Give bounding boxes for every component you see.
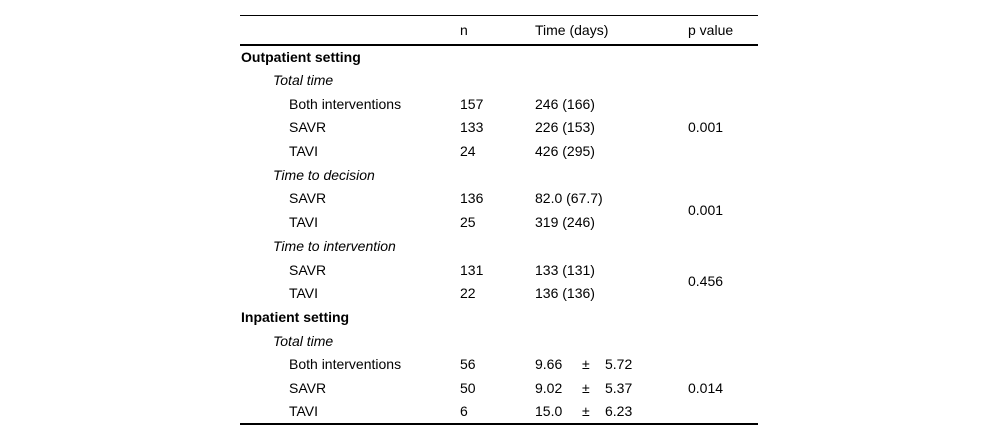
n-cell: 157 [460, 95, 484, 112]
row-label: SAVR [289, 190, 327, 207]
plus-minus-sign: ± [582, 403, 590, 420]
time-cell [535, 163, 688, 187]
mean-value: 9.66 [535, 356, 563, 373]
n-cell: 24 [460, 143, 476, 160]
col-header-p: p value [688, 21, 734, 38]
row-label: SAVR [289, 261, 327, 278]
time-cell: 9.66 ±5.72 [535, 352, 688, 376]
header-row: n Time (days) p value [240, 16, 758, 45]
time-cell [535, 234, 688, 258]
table-row: Both interventions 56 9.66 ±5.72 [240, 352, 758, 376]
p-value-cell [688, 352, 758, 376]
n-cell: 22 [460, 285, 476, 302]
timing-table: n Time (days) p value Outpatient setting… [240, 15, 758, 425]
time-cell: 82.0 (67.7) [535, 190, 603, 207]
row-label: SAVR [289, 119, 327, 136]
table-row: Total time [240, 329, 758, 353]
time-cell [535, 68, 688, 92]
table-row: SAVR 131 133 (131) 0.456 [240, 258, 758, 290]
p-value-cell [688, 163, 758, 187]
sd-value: 6.23 [605, 403, 633, 420]
table-row: SAVR 50 9.02 ±5.37 0.014 [240, 376, 758, 400]
row-label: Outpatient setting [241, 48, 361, 65]
row-label: TAVI [289, 143, 319, 160]
row-label: TAVI [289, 285, 319, 302]
n-cell: 133 [460, 119, 484, 136]
time-cell: 226 (153) [535, 119, 595, 136]
time-cell: 15.0 ±6.23 [535, 400, 688, 424]
n-cell: 131 [460, 261, 484, 278]
table-row: TAVI 22 136 (136) [240, 281, 758, 305]
row-label: Time to intervention [273, 237, 396, 254]
p-value-cell [688, 305, 758, 329]
p-value-cell [688, 68, 758, 92]
table-row: TAVI 25 319 (246) [240, 210, 758, 234]
sd-value: 5.72 [605, 356, 633, 373]
plus-minus-sign: ± [582, 356, 590, 373]
row-label: Total time [273, 72, 334, 89]
row-label: Inpatient setting [241, 308, 350, 325]
p-value-cell [688, 400, 758, 424]
time-cell: 136 (136) [535, 285, 595, 302]
time-cell: 9.02 ±5.37 [535, 376, 688, 400]
row-label: SAVR [289, 379, 327, 396]
n-cell [460, 234, 535, 258]
row-label: Total time [273, 332, 334, 349]
p-value-cell [688, 92, 758, 116]
n-cell [460, 45, 535, 69]
row-label: TAVI [289, 403, 319, 420]
p-value-cell [688, 45, 758, 69]
row-label: Both interventions [289, 356, 402, 373]
table-row: Both interventions 157 246 (166) [240, 92, 758, 116]
p-value-cell: 0.014 [688, 379, 724, 396]
plus-minus-sign: ± [582, 379, 590, 396]
mean-value: 9.02 [535, 379, 563, 396]
n-cell [460, 163, 535, 187]
mean-value: 15.0 [535, 403, 563, 420]
table-row: Inpatient setting [240, 305, 758, 329]
table-row: TAVI 24 426 (295) [240, 139, 758, 163]
table-row: Outpatient setting [240, 45, 758, 69]
time-cell: 133 (131) [535, 261, 595, 278]
time-cell [535, 329, 688, 353]
col-header-time: Time (days) [535, 21, 609, 38]
time-cell: 319 (246) [535, 214, 595, 231]
time-cell [535, 305, 688, 329]
sd-value: 5.37 [605, 379, 633, 396]
table-row: SAVR 133 226 (153) 0.001 [240, 116, 758, 140]
table-row: TAVI 6 15.0 ±6.23 [240, 400, 758, 424]
p-value-cell [688, 329, 758, 353]
p-value-cell [688, 234, 758, 258]
n-cell: 6 [460, 403, 468, 420]
table-row: Time to decision [240, 163, 758, 187]
col-header-n: n [460, 21, 468, 38]
n-cell [460, 68, 535, 92]
n-cell: 56 [460, 356, 476, 373]
time-cell: 426 (295) [535, 143, 595, 160]
n-cell: 50 [460, 379, 476, 396]
p-value-cell-merged: 0.001 [688, 202, 724, 219]
time-cell [535, 45, 688, 69]
row-label: Time to decision [273, 166, 375, 183]
p-value-cell: 0.001 [688, 119, 724, 136]
table-row: SAVR 136 82.0 (67.7) 0.001 [240, 187, 758, 218]
n-cell [460, 329, 535, 353]
n-cell: 25 [460, 214, 476, 231]
p-value-cell [688, 139, 758, 163]
col-header-label [240, 16, 460, 45]
table-row: Time to intervention [240, 234, 758, 258]
row-label: Both interventions [289, 95, 402, 112]
time-cell: 246 (166) [535, 95, 595, 112]
table-row: Total time [240, 68, 758, 92]
n-cell [460, 305, 535, 329]
n-cell: 136 [460, 190, 484, 207]
p-value-cell-merged: 0.456 [688, 273, 724, 290]
row-label: TAVI [289, 214, 319, 231]
